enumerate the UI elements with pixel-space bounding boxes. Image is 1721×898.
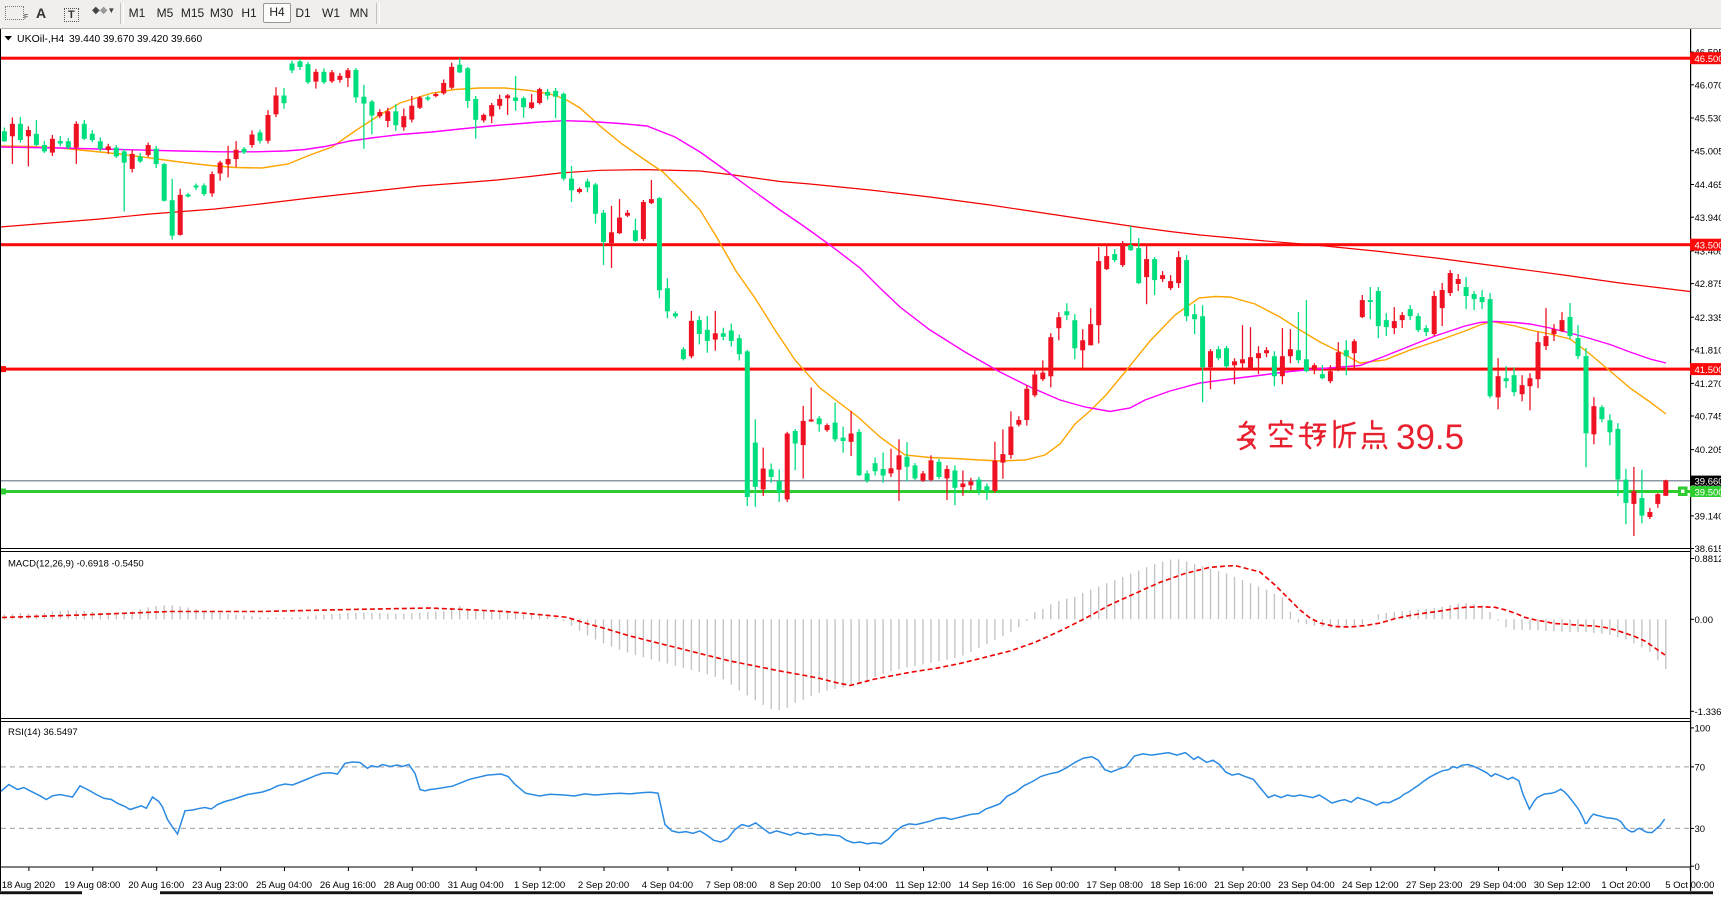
svg-text:100: 100 [1695, 724, 1711, 735]
svg-text:16 Sep 00:00: 16 Sep 00:00 [1023, 880, 1080, 891]
svg-text:25 Aug 04:00: 25 Aug 04:00 [256, 880, 312, 891]
svg-text:-1.3368: -1.3368 [1695, 707, 1721, 718]
svg-text:45.005: 45.005 [1695, 146, 1721, 157]
svg-text:7 Sep 08:00: 7 Sep 08:00 [706, 880, 757, 891]
svg-text:40.205: 40.205 [1695, 445, 1721, 456]
svg-text:41.810: 41.810 [1695, 345, 1721, 356]
svg-text:42.335: 42.335 [1695, 313, 1721, 324]
svg-text:1 Oct 20:00: 1 Oct 20:00 [1601, 880, 1650, 891]
svg-text:21 Sep 20:00: 21 Sep 20:00 [1214, 880, 1271, 891]
svg-text:46.500: 46.500 [1695, 54, 1721, 65]
svg-text:39.140: 39.140 [1695, 512, 1721, 523]
svg-text:45.530: 45.530 [1695, 114, 1721, 125]
svg-text:24 Sep 12:00: 24 Sep 12:00 [1342, 880, 1399, 891]
svg-text:46.070: 46.070 [1695, 80, 1721, 91]
svg-text:8 Sep 20:00: 8 Sep 20:00 [770, 880, 821, 891]
svg-text:18 Sep 16:00: 18 Sep 16:00 [1150, 880, 1207, 891]
svg-text:10 Sep 04:00: 10 Sep 04:00 [831, 880, 888, 891]
svg-text:42.875: 42.875 [1695, 279, 1721, 290]
svg-text:14 Sep 16:00: 14 Sep 16:00 [959, 880, 1016, 891]
svg-text:18 Aug 2020: 18 Aug 2020 [2, 880, 55, 891]
svg-text:41.270: 41.270 [1695, 379, 1721, 390]
svg-text:41.500: 41.500 [1695, 365, 1721, 376]
svg-text:4 Sep 04:00: 4 Sep 04:00 [642, 880, 693, 891]
svg-text:43.940: 43.940 [1695, 213, 1721, 224]
svg-text:27 Sep 23:00: 27 Sep 23:00 [1406, 880, 1463, 891]
svg-text:20 Aug 16:00: 20 Aug 16:00 [128, 880, 184, 891]
svg-text:11 Sep 12:00: 11 Sep 12:00 [895, 880, 951, 891]
svg-text:39.660: 39.660 [1695, 476, 1721, 487]
svg-text:23 Sep 04:00: 23 Sep 04:00 [1278, 880, 1335, 891]
svg-text:0.8812: 0.8812 [1695, 554, 1721, 565]
svg-text:17 Sep 08:00: 17 Sep 08:00 [1086, 880, 1143, 891]
svg-text:39.500: 39.500 [1695, 487, 1721, 498]
svg-text:30 Sep 12:00: 30 Sep 12:00 [1534, 880, 1591, 891]
svg-text:5 Oct 00:00: 5 Oct 00:00 [1665, 880, 1714, 891]
svg-text:44.465: 44.465 [1695, 180, 1721, 191]
svg-text:2 Sep 20:00: 2 Sep 20:00 [578, 880, 629, 891]
svg-text:70: 70 [1695, 763, 1706, 774]
svg-text:30: 30 [1695, 824, 1706, 835]
svg-text:38.615: 38.615 [1695, 544, 1721, 555]
svg-text:28 Aug 00:00: 28 Aug 00:00 [384, 880, 440, 891]
svg-text:39.440 39.670 39.420 39.660: 39.440 39.670 39.420 39.660 [69, 34, 202, 45]
svg-text:19 Aug 08:00: 19 Aug 08:00 [64, 880, 120, 891]
svg-text:29 Sep 04:00: 29 Sep 04:00 [1470, 880, 1527, 891]
svg-text:UKOil-,H4: UKOil-,H4 [17, 33, 64, 45]
svg-text:23 Aug 23:00: 23 Aug 23:00 [192, 880, 248, 891]
svg-text:43.500: 43.500 [1695, 241, 1721, 252]
svg-text:26 Aug 16:00: 26 Aug 16:00 [320, 880, 376, 891]
svg-text:1 Sep 12:00: 1 Sep 12:00 [514, 880, 565, 891]
svg-text:RSI(14) 36.5497: RSI(14) 36.5497 [8, 727, 78, 738]
svg-text:40.745: 40.745 [1695, 412, 1721, 423]
svg-text:MACD(12,26,9) -0.6918 -0.5450: MACD(12,26,9) -0.6918 -0.5450 [8, 559, 144, 570]
svg-text:0: 0 [1695, 862, 1700, 873]
svg-text:39.5: 39.5 [1396, 418, 1464, 457]
svg-text:43.400: 43.400 [1695, 247, 1721, 258]
svg-text:0.00: 0.00 [1695, 615, 1714, 626]
svg-text:31 Aug 04:00: 31 Aug 04:00 [448, 880, 504, 891]
